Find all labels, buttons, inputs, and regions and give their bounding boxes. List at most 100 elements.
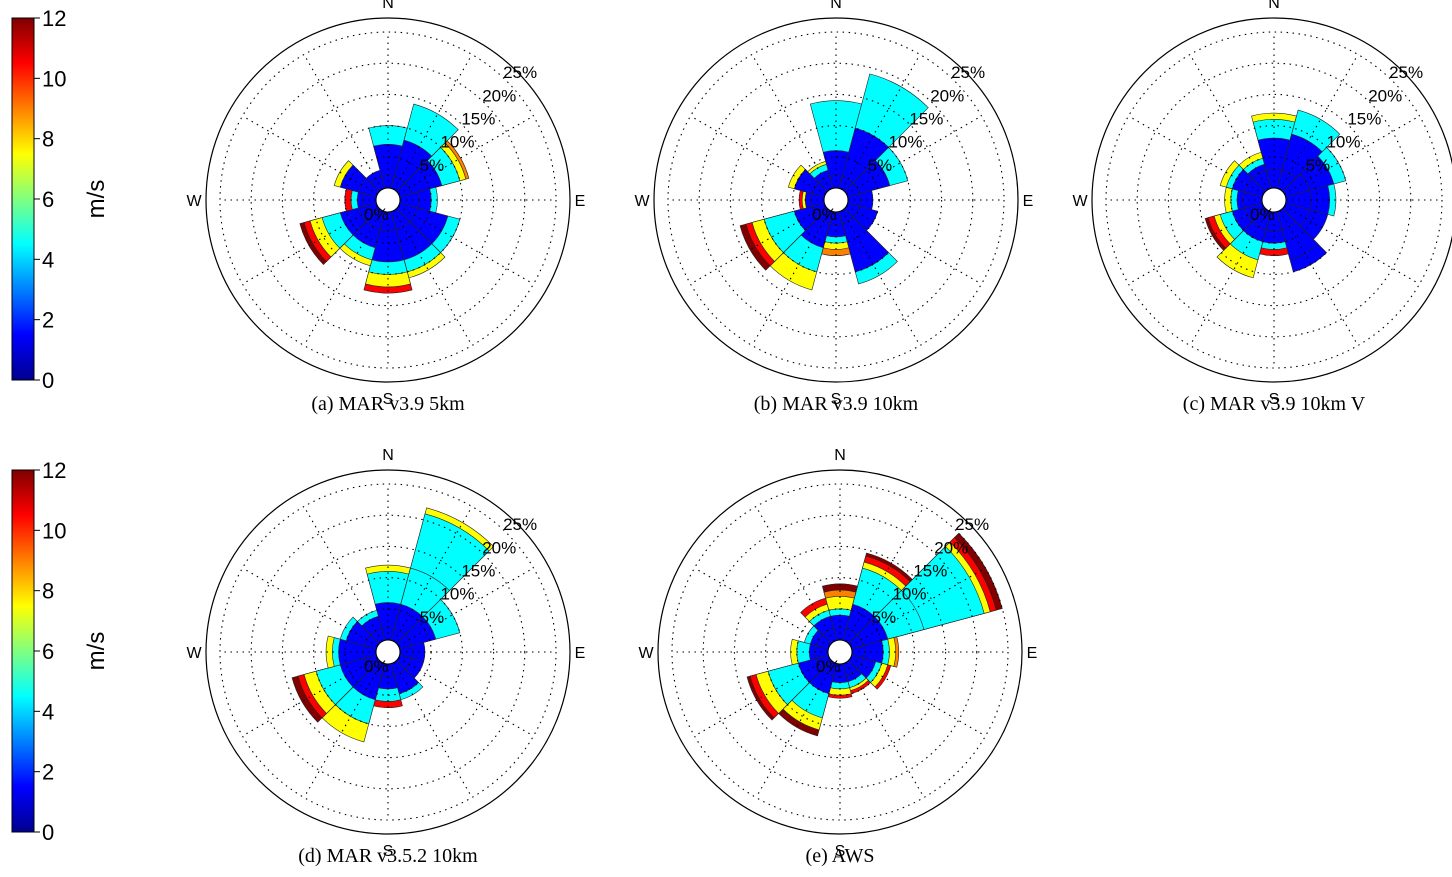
grid-circle (219, 483, 557, 821)
grid-spoke (303, 210, 383, 346)
ring-label: 0% (812, 205, 837, 224)
ring-label: 0% (364, 657, 389, 676)
colorbar-scale (11, 469, 35, 833)
direction-label: N (382, 0, 394, 12)
grid-spoke (1279, 210, 1359, 346)
center-hole (375, 639, 401, 665)
ring-label: 25% (503, 515, 537, 534)
ring-label: 25% (503, 63, 537, 82)
grid-spoke (751, 54, 831, 190)
grid-spoke (755, 506, 835, 642)
grid-circle (765, 577, 915, 727)
colorbar-tick-label: 2 (42, 308, 54, 333)
colorbar-tick-label: 8 (42, 579, 54, 604)
ring-label: 0% (1250, 205, 1275, 224)
direction-label: W (186, 645, 202, 662)
grid-circle (250, 514, 526, 790)
grid-spoke (1189, 54, 1269, 190)
grid-spoke (845, 506, 925, 642)
grid-spoke (1128, 205, 1264, 285)
ring-label: 25% (1389, 63, 1423, 82)
grid-circle (729, 93, 943, 307)
grid-circle (702, 514, 978, 790)
ring-label: 20% (482, 86, 516, 105)
panel-caption: (c) MAR v3.9 10km V (1183, 393, 1366, 415)
colorbar-tick-label: 4 (42, 247, 54, 272)
grid-spoke (751, 210, 831, 346)
colorbar: 0 2 4 6 8 10 12 m/s (11, 6, 110, 393)
grid-circle (313, 125, 463, 275)
wind-rose-panel: 0% 5% 10% 15% 20% 25% N E S W (e) AWS (638, 447, 1037, 867)
ring-label: 10% (892, 585, 926, 604)
grid-circle (250, 62, 526, 338)
ring-label: 15% (1347, 110, 1381, 129)
center-hole (827, 639, 853, 665)
ring-label: 10% (1326, 133, 1360, 152)
grid-circle (281, 545, 495, 759)
outer-circle (205, 17, 571, 383)
colorbar-tick-label: 0 (42, 820, 54, 845)
direction-label: E (575, 193, 586, 210)
direction-label: S (383, 391, 394, 408)
ring-label: 0% (816, 657, 841, 676)
sector-group (1204, 109, 1347, 279)
direction-label: E (1023, 193, 1034, 210)
grid-spoke (393, 54, 473, 190)
grid-circle (698, 62, 974, 338)
sector-group (291, 507, 494, 743)
colorbar-tick-label: 6 (42, 639, 54, 664)
colorbar-label: m/s (83, 180, 110, 219)
ring-label: 0% (364, 205, 389, 224)
panel-caption: (b) MAR v3.9 10km (754, 393, 919, 415)
ring-label: 20% (1368, 86, 1402, 105)
direction-label: E (1027, 645, 1038, 662)
direction-label: W (634, 193, 650, 210)
direction-label: W (186, 193, 202, 210)
direction-label: S (383, 843, 394, 860)
grid-circle (1136, 62, 1412, 338)
grid-circle (1167, 93, 1381, 307)
direction-label: N (834, 447, 846, 464)
ring-label: 25% (951, 63, 985, 82)
grid-circle (761, 125, 911, 275)
direction-label: E (575, 645, 586, 662)
outer-circle (205, 469, 571, 835)
ring-label: 15% (461, 110, 495, 129)
direction-label: S (831, 391, 842, 408)
colorbar-tick-label: 2 (42, 760, 54, 785)
wind-rose-panel: 0% 5% 10% 15% 20% 25% N E S W (b) MAR v3.9 10km (634, 0, 1033, 415)
ring-label: 5% (420, 608, 445, 627)
grid-circle (1199, 125, 1349, 275)
grid-spoke (1279, 54, 1359, 190)
colorbar-tick-label: 6 (42, 187, 54, 212)
ring-label: 20% (930, 86, 964, 105)
direction-label: W (1072, 193, 1088, 210)
grid-circle (313, 577, 463, 727)
panel-caption: (a) MAR v3.9 5km (311, 393, 465, 415)
colorbar-tick-label: 10 (42, 66, 66, 91)
colorbar: 0 2 4 6 8 10 12 m/s (11, 458, 110, 845)
grid-spoke (242, 567, 378, 647)
ring-label: 10% (888, 133, 922, 152)
colorbar-tick-label: 8 (42, 127, 54, 152)
grid-circle (671, 483, 1009, 821)
ring-label: 15% (461, 562, 495, 581)
ring-label: 5% (420, 156, 445, 175)
wind-rose-panel: 0% 5% 10% 15% 20% 25% N E S W (d) MAR v3.5.2 10km (186, 447, 585, 867)
ring-label: 20% (934, 538, 968, 557)
grid-spoke (303, 54, 383, 190)
colorbar-tick-label: 10 (42, 518, 66, 543)
ring-label: 25% (955, 515, 989, 534)
ring-label: 15% (913, 562, 947, 581)
ring-label: 5% (1306, 156, 1331, 175)
grid-circle (281, 93, 495, 307)
grid-spoke (841, 54, 921, 190)
outer-circle (1091, 17, 1452, 383)
direction-label: N (1268, 0, 1280, 12)
wind-rose-panel: 0% 5% 10% 15% 20% 25% N E S W (a) MAR v3.9 5km (186, 0, 585, 415)
grid-spoke (1189, 210, 1269, 346)
colorbar-tick-label: 12 (42, 6, 66, 31)
sector-group (746, 532, 1003, 737)
grid-spoke (242, 657, 378, 737)
